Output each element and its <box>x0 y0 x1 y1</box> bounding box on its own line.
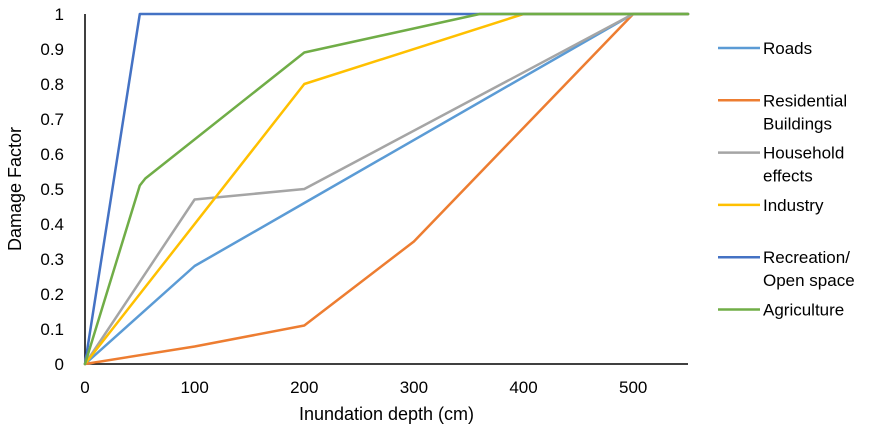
legend-item: Residential Buildings <box>718 91 847 133</box>
y-axis-title: Damage Factor <box>5 127 25 251</box>
y-tick-label: 0.4 <box>40 215 64 234</box>
y-tick-label: 0.1 <box>40 320 64 339</box>
series-line-roads <box>83 12 690 366</box>
x-tick-label: 300 <box>400 378 428 397</box>
y-tick-label: 0.2 <box>40 285 64 304</box>
y-tick-label: 0.6 <box>40 145 64 164</box>
x-tick-label: 500 <box>619 378 647 397</box>
x-tick-label: 0 <box>80 378 89 397</box>
series-line-agriculture <box>83 12 690 366</box>
series-line-household-effects <box>83 12 690 366</box>
legend-label: Industry <box>763 196 824 215</box>
legend-item: Household effects <box>718 144 844 186</box>
y-tick-label: 0.8 <box>40 75 64 94</box>
legend-label: Recreation/ <box>763 248 850 267</box>
y-tick-label: 0 <box>55 355 64 374</box>
y-tick-label: 0.3 <box>40 250 64 269</box>
y-tick-label: 0.7 <box>40 110 64 129</box>
legend-label: Agriculture <box>763 301 844 320</box>
legend-item: Roads <box>718 39 812 58</box>
y-tick-label: 1 <box>55 5 64 24</box>
y-tick-label: 0.5 <box>40 180 64 199</box>
legend-label: Residential <box>763 91 847 110</box>
legend-label: Household <box>763 144 844 163</box>
x-tick-label: 200 <box>290 378 318 397</box>
y-tick-label: 0.9 <box>40 40 64 59</box>
x-tick-labels: 0 100 200 300 400 500 <box>80 378 647 397</box>
legend-item: Recreation/Open space <box>718 248 855 290</box>
series-line-recreation-open-space <box>83 12 690 366</box>
y-tick-labels: 0 0.1 0.2 0.3 0.4 0.5 0.6 0.7 0.8 0.9 1 <box>40 5 64 374</box>
legend-item: Industry <box>718 196 824 215</box>
series-line-residential-buildings <box>83 12 690 366</box>
x-axis-title: Inundation depth (cm) <box>299 404 474 424</box>
series-lines <box>83 12 690 366</box>
legend: Roads Residential Buildings Household effect… <box>718 39 855 320</box>
x-tick-label: 400 <box>509 378 537 397</box>
axes <box>84 14 688 365</box>
legend-label: Open space <box>763 271 855 290</box>
legend-item: Agriculture <box>718 301 844 320</box>
x-tick-label: 100 <box>180 378 208 397</box>
legend-label: effects <box>763 167 813 186</box>
legend-label: Roads <box>763 39 812 58</box>
legend-label: Buildings <box>763 114 832 133</box>
series-line-industry <box>83 12 690 366</box>
